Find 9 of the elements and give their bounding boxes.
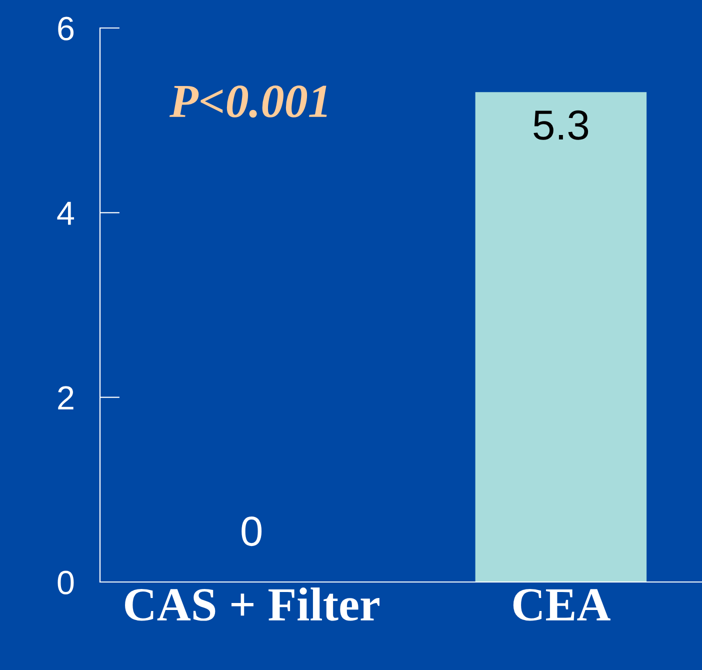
x-tick-label: CEA: [513, 589, 610, 621]
y-tick-label: 6: [58, 16, 74, 40]
y-tick-label: 0: [58, 570, 74, 594]
data-label: 5.3: [534, 110, 588, 140]
y-tick-label: 2: [58, 386, 74, 410]
x-tick-label: CAS + Filter: [125, 588, 380, 621]
annotation: P<0.001: [169, 86, 327, 118]
y-tick-label: 4: [57, 202, 74, 225]
data-label: 0: [242, 516, 262, 546]
